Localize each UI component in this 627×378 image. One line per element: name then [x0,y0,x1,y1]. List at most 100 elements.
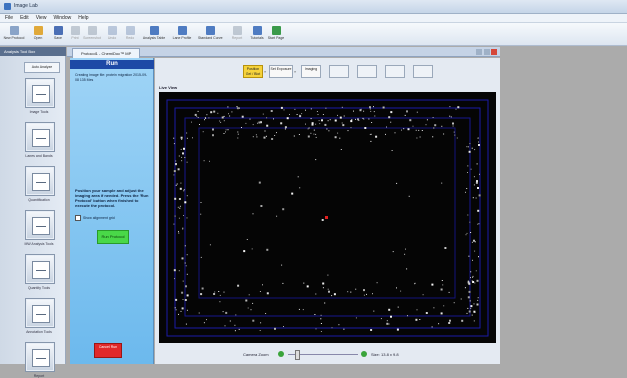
noise-speck [252,302,254,304]
noise-speck [294,108,296,110]
save-button[interactable]: Save [46,24,70,45]
noise-speck [315,136,317,138]
noise-speck [350,127,352,129]
start-page-button[interactable]: Start Page [264,24,288,45]
noise-speck [324,123,327,126]
tool-image-tools[interactable] [25,78,55,108]
redo-button[interactable]: Redo [118,24,142,45]
noise-speck [386,320,388,322]
new-protocol-button[interactable]: New Protocol [2,24,26,45]
noise-speck [465,234,467,236]
tool-annotation-tools[interactable] [25,298,55,328]
protocol-step-4[interactable] [329,65,349,78]
noise-speck [416,137,418,139]
alignment-frame-outer [166,99,489,337]
tab-protocol[interactable]: Protocol1 - ChemiDoc™ MP [72,48,141,58]
noise-speck [468,150,471,153]
save-icon [53,26,63,35]
menu-window[interactable]: Window [53,15,72,21]
tool-lanes-and-bands[interactable] [25,122,55,152]
noise-speck [241,115,244,118]
noise-speck [470,277,471,279]
noise-speck [453,302,455,304]
noise-speck [174,215,176,217]
noise-speck [470,305,473,308]
noise-speck [229,320,231,322]
zoom-slider-handle[interactable] [295,350,301,360]
noise-speck [186,137,188,139]
run-info-text: Creating image file: protein migration 2… [75,73,148,82]
run-protocol-button[interactable]: Run Protocol [97,230,129,244]
document-tab-bar: Protocol1 - ChemiDoc™ MP [67,47,500,58]
noise-speck [252,213,254,215]
standard-curve-button[interactable]: Standard Curve [198,24,223,45]
standard-curve-icon [205,26,215,35]
protocol-step-7[interactable] [413,65,433,78]
close-icon[interactable] [491,49,497,55]
lane-profile-button[interactable]: Lane Profile [170,24,194,45]
checkbox-icon[interactable] [75,215,81,221]
noise-speck [422,294,424,296]
tool-report[interactable] [25,342,55,372]
menu-help[interactable]: Help [78,15,89,21]
noise-speck [426,119,428,121]
noise-speck [280,122,283,125]
noise-speck [308,127,310,129]
noise-speck [373,310,375,312]
run-panel: Run Creating image file: protein migrati… [70,58,154,364]
protocol-step-3[interactable]: Imaging [301,65,321,78]
noise-speck [382,106,385,109]
noise-speck [407,315,408,317]
tool-label: Quantity Tools [27,286,51,290]
zoom-in-icon[interactable] [361,351,367,357]
menu-edit[interactable]: Edit [20,15,29,21]
noise-speck [264,130,266,132]
noise-speck [203,160,205,162]
noise-speck [186,217,188,219]
report-button[interactable]: Report [225,24,249,45]
noise-speck [443,305,445,307]
protocol-step-2[interactable]: Set Exposure [269,65,293,78]
zoom-slider[interactable] [288,354,358,355]
menu-view[interactable]: View [35,15,47,21]
print-button[interactable]: Print [63,24,87,45]
noise-speck [236,107,239,110]
tool-quantification[interactable] [25,166,55,196]
noise-speck [173,174,175,176]
noise-speck [209,160,210,162]
auto-analyze-button[interactable]: Auto Analyze [24,62,60,73]
tool-mw-analysis-tools[interactable] [25,210,55,240]
noise-speck [474,241,476,243]
protocol-step-6[interactable] [385,65,405,78]
zoom-out-icon[interactable] [278,351,284,357]
noise-speck [334,119,337,122]
cancel-run-button[interactable]: Cancel Run [94,343,122,358]
noise-speck [237,284,240,287]
alignment-grid-checkbox[interactable]: Show alignment grid [75,215,115,221]
noise-speck [182,227,184,229]
noise-speck [260,322,262,324]
noise-speck [183,190,185,192]
noise-speck [333,293,336,296]
noise-speck [237,133,239,135]
protocol-step-5[interactable] [357,65,377,78]
noise-speck [219,120,221,122]
noise-speck [175,298,178,301]
open-button[interactable]: Open [26,24,50,45]
protocol-step-1[interactable]: Position Gel / Blot [243,65,263,78]
undo-button[interactable]: Undo [100,24,124,45]
noise-speck [331,327,333,329]
analysis-table-button[interactable]: Analysis Table [142,24,166,45]
noise-speck [192,137,193,139]
noise-speck [186,309,188,311]
noise-speck [467,172,468,173]
noise-speck [173,223,175,225]
tool-quantity-tools[interactable] [25,254,55,284]
tutorials-button[interactable]: Tutorials [245,24,269,45]
maximize-icon[interactable] [484,49,490,55]
noise-speck [219,294,221,296]
minimize-icon[interactable] [476,49,482,55]
screenshot-button[interactable]: Screenshot [80,24,104,45]
noise-speck [396,287,397,289]
menu-file[interactable]: File [5,15,14,21]
